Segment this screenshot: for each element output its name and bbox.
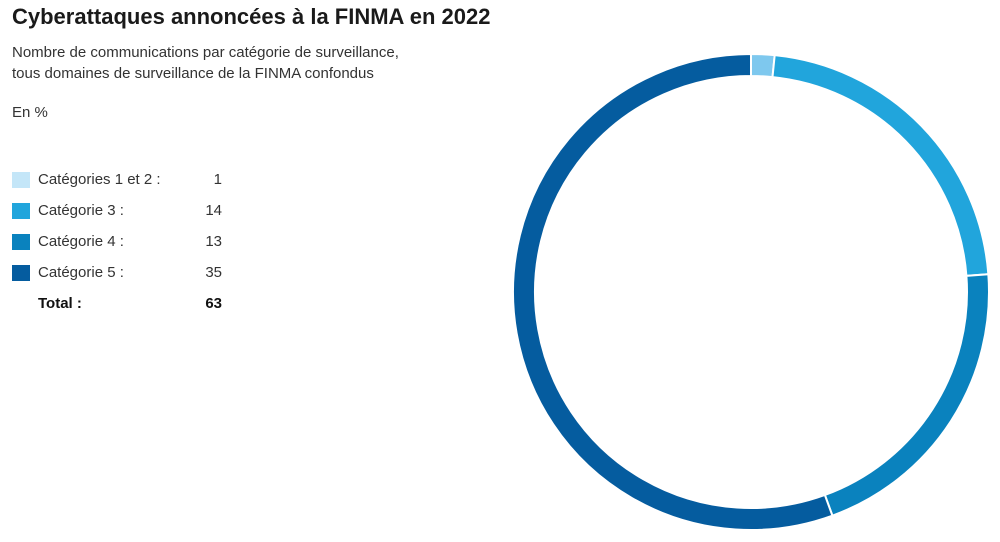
total-value: 63 [205,295,222,312]
donut-slice-1 [771,54,990,277]
legend-total: Total : 63 [12,288,222,319]
legend-item-cat-1-2: Catégories 1 et 2 : 1 [12,164,222,195]
legend-label: Catégorie 4 : [38,233,124,250]
legend-value: 14 [205,202,222,219]
legend-swatch [12,202,30,219]
subtitle-line-1: Nombre de communications par catégorie d… [12,44,399,61]
legend-swatch [12,233,30,250]
donut-slice-3 [512,52,834,531]
legend-item-cat-5: Catégorie 5 : 35 [12,257,222,288]
donut-slice-2 [823,273,990,517]
subtitle-line-2: tous domaines de surveillance de la FINM… [12,65,374,82]
chart-title: Cyberattaques annoncées à la FINMA en 20… [12,4,491,29]
unit-label: En % [12,104,48,121]
chart-subtitle: Nombre de communications par catégorie d… [12,42,399,84]
total-label: Total : [38,295,82,312]
legend: Catégories 1 et 2 : 1 Catégorie 3 : 14 C… [12,164,222,319]
legend-swatch [12,171,30,188]
legend-label: Catégories 1 et 2 : [38,171,161,188]
legend-label: Catégorie 3 : [38,202,124,219]
legend-label: Catégorie 5 : [38,264,124,281]
legend-value: 35 [205,264,222,281]
legend-swatch [12,264,30,281]
legend-item-cat-4: Catégorie 4 : 13 [12,226,222,257]
legend-item-cat-3: Catégorie 3 : 14 [12,195,222,226]
legend-value: 1 [213,171,222,188]
legend-value: 13 [205,233,222,250]
donut-slice-0 [750,52,776,79]
